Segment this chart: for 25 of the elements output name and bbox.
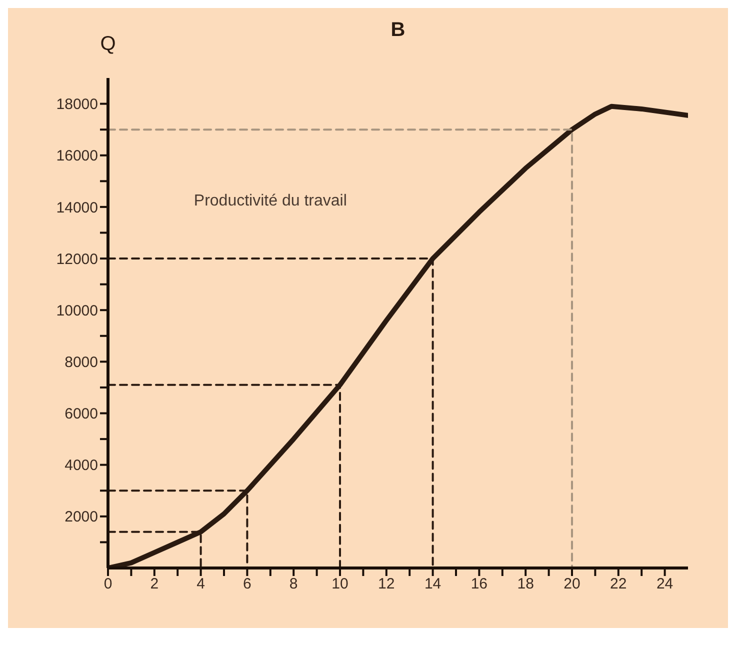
x-tick-label: 10 — [332, 576, 348, 593]
y-tick-label: 16000 — [56, 148, 98, 165]
y-axis-title: Q — [100, 33, 116, 55]
x-tick-label: 24 — [656, 576, 674, 593]
chart-title: B — [390, 19, 406, 41]
y-tick-label: 10000 — [56, 302, 98, 320]
x-tick-label: 6 — [243, 576, 252, 593]
y-tick-label: 2000 — [64, 508, 98, 526]
y-tick-label: 4000 — [64, 457, 98, 474]
y-tick-label: 18000 — [56, 96, 98, 114]
y-tick-label: 8000 — [64, 354, 98, 372]
x-tick-label: 4 — [196, 576, 205, 593]
y-tick-label: 14000 — [56, 199, 98, 216]
annotation: Productivité du travail — [194, 192, 347, 210]
x-tick-label: 2 — [150, 576, 159, 593]
x-tick-label: 14 — [424, 576, 442, 593]
x-tick-label: 22 — [610, 576, 627, 593]
y-tick-label: 12000 — [56, 250, 98, 268]
x-tick-label: 16 — [470, 576, 488, 593]
x-tick-label: 12 — [378, 576, 395, 593]
x-tick-label: 0 — [104, 576, 112, 593]
y-tick-label: 6000 — [64, 406, 98, 423]
x-tick-label: 20 — [564, 576, 580, 593]
x-tick-label: 18 — [517, 576, 534, 593]
x-tick-label: 8 — [289, 576, 298, 593]
